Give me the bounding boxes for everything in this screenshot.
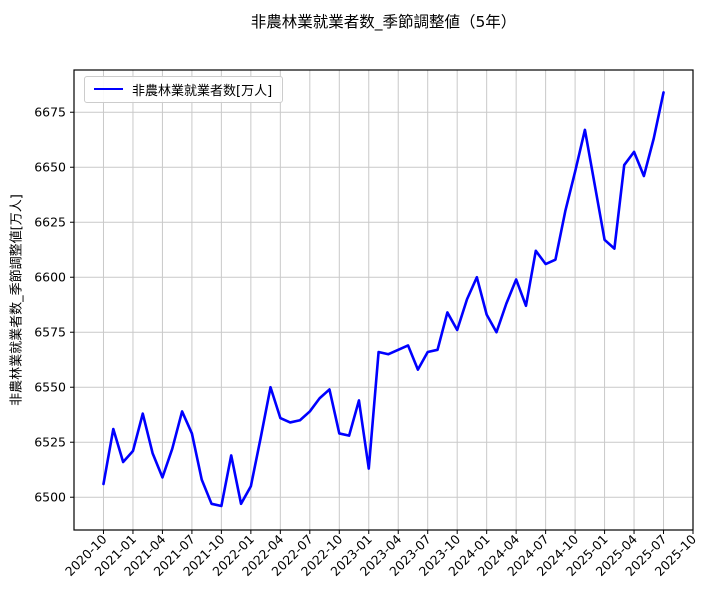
y-tick-label: 6575 — [34, 325, 66, 340]
y-tick-label: 6675 — [34, 105, 66, 120]
chart-title: 非農林業就業者数_季節調整値（5年） — [250, 13, 517, 31]
legend: 非農林業就業者数[万人] — [84, 76, 284, 103]
y-tick-label: 6500 — [34, 490, 66, 505]
y-tick-label: 6625 — [34, 215, 66, 230]
y-axis-label: 非農林業就業者数_季節調整値[万人] — [9, 194, 25, 406]
data-line — [102, 91, 665, 508]
y-tick-label: 6600 — [34, 270, 66, 285]
axes-frame — [73, 69, 694, 531]
y-tick-label: 6650 — [34, 160, 66, 175]
y-tick-label: 6550 — [34, 380, 66, 395]
y-tick-label: 6525 — [34, 435, 66, 450]
legend-line-swatch — [94, 88, 123, 90]
legend-label: 非農林業就業者数[万人] — [132, 83, 273, 99]
